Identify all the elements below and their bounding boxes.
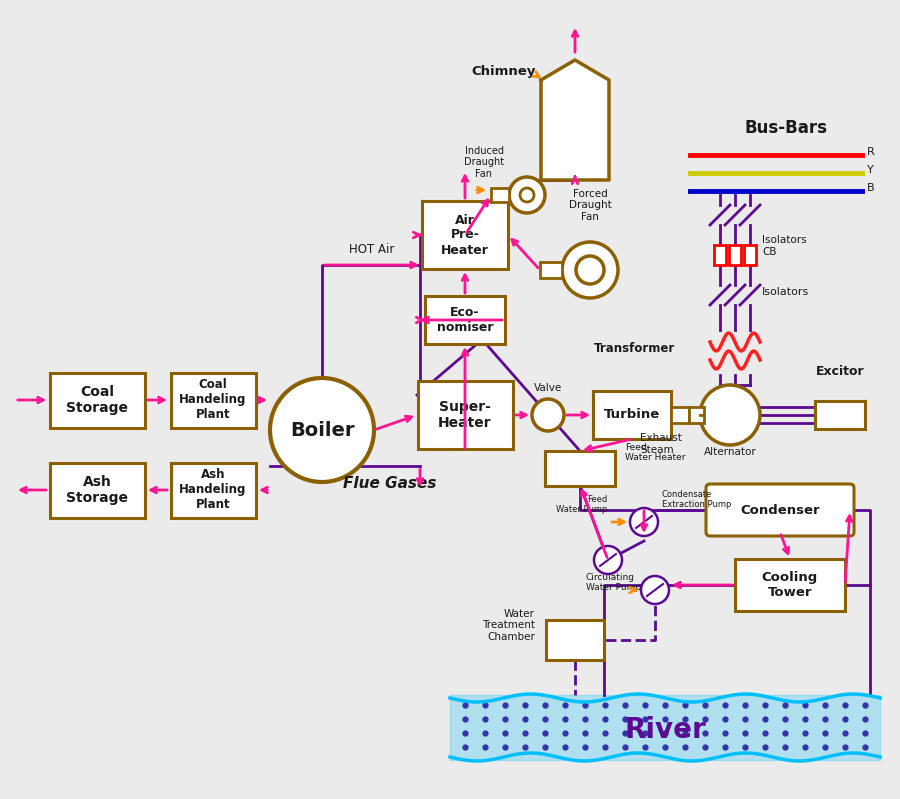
Circle shape	[270, 378, 374, 482]
Circle shape	[630, 508, 658, 536]
Bar	[540, 262, 562, 278]
Text: Chimney: Chimney	[472, 65, 536, 78]
Text: Circulating
Water Pump: Circulating Water Pump	[586, 573, 641, 592]
Text: R: R	[867, 147, 875, 157]
Bar	[491, 188, 509, 202]
Text: Forced
Draught
Fan: Forced Draught Fan	[569, 189, 611, 222]
Circle shape	[520, 188, 534, 202]
Text: Alternator: Alternator	[704, 447, 756, 457]
Text: Isolators: Isolators	[762, 287, 809, 297]
Text: Bus-Bars: Bus-Bars	[744, 119, 827, 137]
Text: Feed
Water Pump: Feed Water Pump	[555, 495, 607, 514]
Text: Exhaust
Steam: Exhaust Steam	[640, 433, 682, 455]
Text: HOT Air: HOT Air	[349, 243, 395, 256]
Text: Coal
Storage: Coal Storage	[66, 385, 128, 415]
FancyBboxPatch shape	[815, 401, 865, 429]
FancyBboxPatch shape	[418, 381, 512, 449]
Text: Condensate
Extraction Pump: Condensate Extraction Pump	[662, 490, 732, 509]
Text: Boiler: Boiler	[290, 420, 355, 439]
Circle shape	[641, 576, 669, 604]
Polygon shape	[541, 60, 609, 180]
Text: Cooling
Tower: Cooling Tower	[762, 571, 818, 599]
Circle shape	[594, 546, 622, 574]
Text: Ash
Handeling
Plant: Ash Handeling Plant	[179, 468, 247, 511]
Text: Coal
Handeling
Plant: Coal Handeling Plant	[179, 379, 247, 422]
Bar	[729, 245, 741, 265]
Bar	[714, 245, 726, 265]
FancyBboxPatch shape	[545, 451, 615, 486]
Bar	[744, 245, 756, 265]
Text: Valve: Valve	[534, 383, 562, 393]
Circle shape	[532, 399, 564, 431]
Text: Turbine: Turbine	[604, 408, 660, 422]
Text: B: B	[867, 183, 875, 193]
FancyBboxPatch shape	[546, 620, 604, 660]
Circle shape	[562, 242, 618, 298]
Text: Flue Gases: Flue Gases	[343, 476, 436, 491]
Text: Super-
Heater: Super- Heater	[438, 400, 491, 430]
Text: Air
Pre-
Heater: Air Pre- Heater	[441, 213, 489, 256]
Text: Eco-
nomiser: Eco- nomiser	[436, 306, 493, 334]
Circle shape	[509, 177, 545, 213]
Text: Water
Treatment
Chamber: Water Treatment Chamber	[482, 609, 535, 642]
Text: Excitor: Excitor	[815, 365, 864, 378]
FancyBboxPatch shape	[425, 296, 505, 344]
Text: Isolators
CB: Isolators CB	[762, 236, 806, 257]
FancyBboxPatch shape	[170, 463, 256, 518]
Circle shape	[700, 385, 760, 445]
Text: Transformer: Transformer	[594, 343, 675, 356]
FancyBboxPatch shape	[170, 372, 256, 427]
Text: Ash
Storage: Ash Storage	[66, 475, 128, 505]
Text: Y: Y	[867, 165, 874, 175]
FancyBboxPatch shape	[50, 372, 145, 427]
Text: Condenser: Condenser	[740, 503, 820, 516]
Circle shape	[576, 256, 604, 284]
Bar	[671, 407, 689, 423]
Bar	[689, 407, 704, 423]
FancyBboxPatch shape	[50, 463, 145, 518]
FancyBboxPatch shape	[593, 391, 671, 439]
Text: Induced
Draught
Fan: Induced Draught Fan	[464, 145, 504, 179]
Text: Feed
Water Heater: Feed Water Heater	[625, 443, 686, 462]
Text: River: River	[624, 715, 706, 744]
FancyBboxPatch shape	[706, 484, 854, 536]
FancyBboxPatch shape	[422, 201, 508, 269]
FancyBboxPatch shape	[735, 559, 845, 611]
